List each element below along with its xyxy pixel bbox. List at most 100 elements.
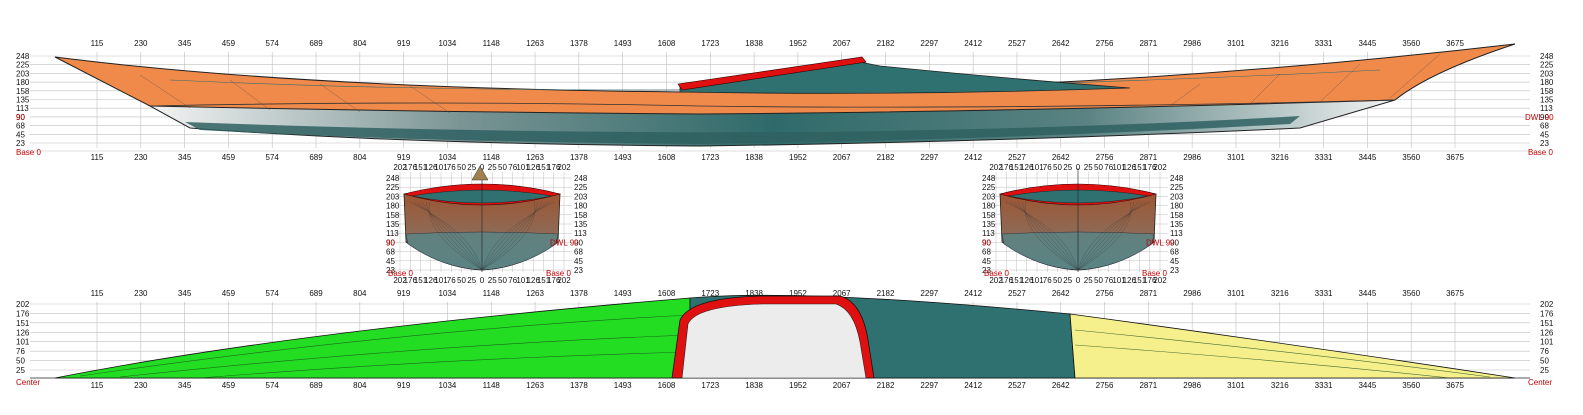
section-height-tick-left: 90	[386, 238, 395, 247]
plan-station-tick-bottom: 1378	[570, 381, 588, 390]
profile-station-tick-top: 459	[222, 39, 236, 48]
section-height-tick-left: 158	[982, 211, 996, 220]
section-width-tick-top: 76	[1104, 163, 1113, 172]
plan-stern-area	[1069, 313, 1516, 379]
section-height-tick-right: 180	[1170, 202, 1184, 211]
profile-deck	[54, 43, 1516, 115]
profile-station-tick-bottom: 3675	[1446, 153, 1464, 162]
plan-halfbreadth-tick-right: 151	[1540, 319, 1554, 328]
section-height-tick-right: 68	[574, 248, 583, 257]
plan-hull	[54, 294, 1516, 379]
plan-station-tick-bottom: 2871	[1139, 381, 1157, 390]
section-width-tick-top: 151	[537, 163, 551, 172]
section-width-tick-top: 126	[527, 163, 541, 172]
profile-station-tick-top: 2756	[1096, 39, 1114, 48]
profile-station-tick-top: 1263	[526, 39, 544, 48]
section-width-tick-top: 25	[488, 163, 497, 172]
section-height-tick-left: 203	[386, 192, 400, 201]
profile-station-tick-top: 1034	[439, 39, 457, 48]
plan-station-tick-top: 345	[178, 289, 192, 298]
profile-station-tick-top: 919	[397, 39, 411, 48]
profile-station-tick-bottom: 115	[91, 153, 104, 162]
profile-dwl-label-right: DWL 90	[1525, 113, 1554, 122]
plan-halfbreadth-tick-left: 76	[16, 347, 25, 356]
profile-hull-band	[185, 116, 1300, 144]
section-base-label-left: Base 0	[388, 269, 413, 278]
section-width-tick-bottom: 151	[537, 276, 551, 285]
plan-station-tick-bottom: 574	[266, 381, 280, 390]
plan-halfbreadth-tick-left: 25	[16, 366, 25, 375]
section-width-tick-top: 176	[547, 163, 561, 172]
section-width-tick-top: 101	[1112, 163, 1126, 172]
profile-height-tick-left: 248	[16, 52, 30, 61]
profile-station-tick-top: 2871	[1139, 39, 1157, 48]
section-height-tick-right: 90	[1170, 238, 1179, 247]
plan-station-tick-top: 1723	[701, 289, 719, 298]
profile-height-tick-right: 45	[1540, 130, 1549, 139]
section-height-tick-right: 180	[574, 202, 588, 211]
plan-halfbreadth-tick-left: 101	[16, 338, 30, 347]
section-width-tick-top: 126	[1020, 163, 1034, 172]
profile-station-tick-bottom: 2067	[833, 153, 851, 162]
plan-halfbreadth-tick-right: 76	[1540, 347, 1549, 356]
section-width-tick-top: 176	[1000, 163, 1014, 172]
section-height-tick-right: 68	[1170, 248, 1179, 257]
section-width-tick-bottom: 126	[424, 276, 438, 285]
plan-halfbreadth-tick-right: 202	[1540, 300, 1554, 309]
plan-station-tick-bottom: 3101	[1227, 381, 1245, 390]
plan-halfbreadth-tick-left: 50	[16, 357, 25, 366]
plan-station-tick-bottom: 230	[134, 381, 148, 390]
plan-station-tick-top: 459	[222, 289, 236, 298]
section-width-tick-top: 151	[1133, 163, 1147, 172]
plan-station-tick-top: 2756	[1096, 289, 1114, 298]
profile-height-tick-left: 203	[16, 69, 30, 78]
plan-halfbreadth-tick-right: 25	[1540, 366, 1549, 375]
section-height-tick-left: 180	[386, 202, 400, 211]
profile-station-tick-top: 2986	[1183, 39, 1201, 48]
plan-station-tick-bottom: 459	[222, 381, 236, 390]
plan-station-tick-bottom: 3445	[1358, 381, 1376, 390]
profile-height-tick-right: 203	[1540, 69, 1554, 78]
profile-height-tick-left: 23	[16, 139, 25, 148]
section-height-tick-right: 135	[574, 220, 588, 229]
section-dwl-label-right: DWL 90	[550, 238, 579, 247]
profile-station-tick-bottom: 1034	[439, 153, 457, 162]
section-width-tick-bottom: 202	[989, 276, 1003, 285]
section-dwl-label-left: 90	[386, 238, 395, 247]
profile-station-tick-top: 1378	[570, 39, 588, 48]
section-width-tick-bottom: 151	[414, 276, 428, 285]
section-height-tick-left: 158	[386, 211, 400, 220]
plan-station-tick-bottom: 3216	[1271, 381, 1289, 390]
section-height-tick-right: 135	[1170, 220, 1184, 229]
profile-height-tick-right: 135	[1540, 96, 1554, 105]
profile-station-tick-bottom: 1608	[658, 153, 676, 162]
plan-station-tick-top: 3331	[1315, 289, 1333, 298]
section-width-tick-top: 151	[414, 163, 428, 172]
section-height-tick-left: 45	[386, 257, 395, 266]
profile-station-tick-bottom: 2412	[964, 153, 982, 162]
section-width-tick-top: 176	[404, 163, 418, 172]
profile-height-tick-left: 90	[16, 113, 25, 122]
section-width-tick-bottom: 101	[516, 276, 530, 285]
profile-station-tick-top: 2527	[1008, 39, 1026, 48]
section-width-tick-bottom: 176	[547, 276, 561, 285]
plan-station-tick-bottom: 1723	[701, 381, 719, 390]
section-height-tick-left: 248	[386, 174, 400, 183]
profile-height-tick-left: 68	[16, 122, 25, 131]
section-width-tick-bottom: 202	[1153, 276, 1167, 285]
profile-station-tick-bottom: 1723	[701, 153, 719, 162]
plan-station-tick-bottom: 1608	[658, 381, 676, 390]
section-height-tick-left: 23	[982, 266, 991, 275]
section-width-tick-bottom: 25	[1084, 276, 1093, 285]
plan-station-tick-bottom: 2527	[1008, 381, 1026, 390]
section-width-tick-bottom: 50	[1053, 276, 1062, 285]
section-height-tick-left: 135	[386, 220, 400, 229]
profile-height-tick-right: 180	[1540, 78, 1554, 87]
profile-cockpit-deck	[679, 61, 1131, 94]
section-width-tick-bottom: 101	[1030, 276, 1044, 285]
section-width-tick-bottom: 25	[1063, 276, 1072, 285]
profile-station-tick-bottom: 2642	[1052, 153, 1070, 162]
profile-station-tick-bottom: 1493	[614, 153, 632, 162]
plan-station-tick-top: 2986	[1183, 289, 1201, 298]
